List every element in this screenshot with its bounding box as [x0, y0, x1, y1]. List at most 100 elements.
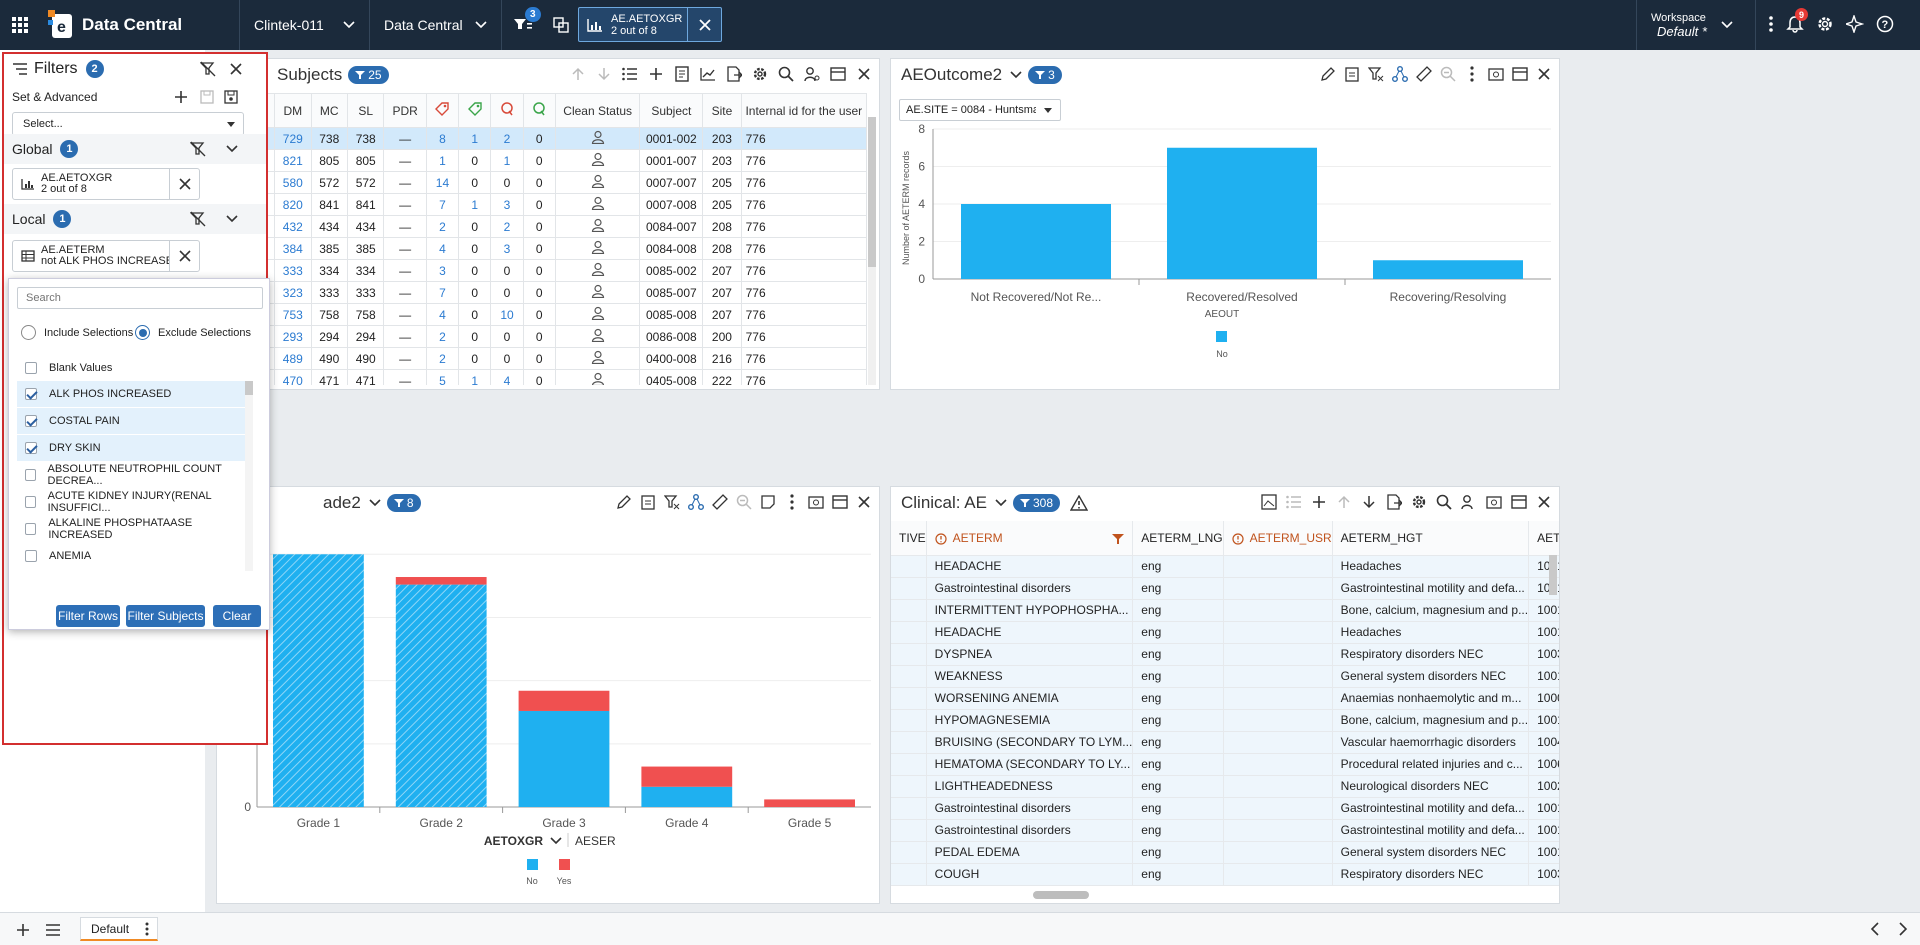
clean-status-user-icon[interactable]	[554, 325, 641, 348]
table-row[interactable]: 580 572 572—14 0 0 0 0007-007 205 776	[217, 171, 867, 194]
close-icon[interactable]	[855, 493, 873, 511]
table-cell[interactable]: 2	[425, 325, 460, 348]
table-cell[interactable]: 7	[425, 281, 460, 304]
bar-yes[interactable]	[641, 766, 733, 787]
column-header[interactable]: Clean Status	[554, 93, 641, 128]
filter-subjects-button[interactable]: Filter Subjects	[126, 605, 205, 627]
clean-status-user-icon[interactable]	[554, 369, 641, 385]
checkbox[interactable]	[25, 523, 37, 535]
clear-button[interactable]: Clear	[213, 605, 261, 627]
bar[interactable]	[961, 204, 1111, 279]
table-row[interactable]: Gastrointestinal disorders eng Gastrointes…	[891, 577, 1559, 600]
list-icon[interactable]	[621, 65, 639, 83]
table-row[interactable]: LIGHTHEADEDNESS eng Neurological disorders…	[891, 775, 1559, 798]
column-header[interactable]: Site	[702, 93, 742, 128]
ruler-icon[interactable]	[1415, 65, 1433, 83]
global-section[interactable]: Global 1	[4, 134, 266, 164]
module-selector[interactable]: Data Central	[370, 0, 502, 50]
arrow-up-icon[interactable]	[569, 65, 587, 83]
bar-no[interactable]	[273, 554, 364, 807]
table-cell[interactable]: 4	[425, 303, 460, 326]
table-cell[interactable]: 2	[425, 215, 460, 238]
blank-values-option[interactable]: Blank Values	[17, 355, 253, 381]
add-icon[interactable]	[16, 923, 30, 937]
table-cell[interactable]: 7	[425, 193, 460, 216]
table-cell[interactable]: 10	[490, 303, 524, 326]
table-row[interactable]: Gastrointestinal disorders eng Gastrointes…	[891, 819, 1559, 842]
arrow-down-icon[interactable]	[1360, 493, 1378, 511]
column-header[interactable]: AETERM_USR	[1223, 521, 1333, 556]
filter-list-icon[interactable]: 3	[512, 7, 541, 36]
clinical-vertical-scrollbar[interactable]	[1549, 555, 1557, 595]
table-row[interactable]: HYPOMAGNESEMIA eng Bone, calcium, magnesiu…	[891, 709, 1559, 732]
warning-icon[interactable]	[1070, 495, 1089, 511]
table-cell[interactable]: 8	[425, 127, 460, 150]
clean-status-user-icon[interactable]	[554, 281, 641, 304]
checkbox[interactable]	[25, 442, 37, 454]
close-icon[interactable]	[687, 8, 721, 41]
table-cell[interactable]: 1	[425, 149, 460, 172]
save-icon[interactable]	[200, 90, 214, 104]
gear-icon[interactable]	[751, 65, 769, 83]
bar-yes[interactable]	[518, 690, 610, 711]
column-header[interactable]: AETERM_HGT	[1332, 521, 1530, 556]
chart-settings-icon[interactable]	[807, 493, 825, 511]
table-row[interactable]: 384 385 385—4 0 3 0 0084-008 208 776	[217, 237, 867, 260]
gear-icon[interactable]	[1816, 15, 1834, 33]
search-input[interactable]	[17, 287, 263, 309]
table-cell[interactable]: 4	[425, 237, 460, 260]
panel-layout-icon[interactable]	[829, 65, 847, 83]
arrow-up-icon[interactable]	[1335, 493, 1353, 511]
checkbox[interactable]	[25, 496, 36, 508]
table-row[interactable]: 432 434 434—2 0 2 0 0084-007 208 776	[217, 215, 867, 238]
table-cell[interactable]: 384	[274, 237, 312, 260]
list-icon[interactable]	[1285, 493, 1303, 511]
bar-no[interactable]	[395, 584, 487, 807]
table-cell[interactable]: 1	[458, 369, 492, 385]
filter-value-option[interactable]: ANOREXIA	[17, 570, 245, 571]
close-icon[interactable]	[1535, 493, 1553, 511]
edit-icon[interactable]	[615, 493, 633, 511]
close-icon[interactable]	[230, 63, 242, 75]
filter-clear-icon[interactable]	[200, 61, 216, 77]
panel-layout-icon[interactable]	[1511, 65, 1529, 83]
column-header[interactable]: Subject	[639, 93, 704, 128]
add-icon[interactable]	[647, 65, 665, 83]
checkbox[interactable]	[25, 388, 37, 400]
chart-settings-icon[interactable]	[1485, 493, 1503, 511]
add-icon[interactable]	[1310, 493, 1328, 511]
clean-status-user-icon[interactable]	[554, 237, 641, 260]
ae-grade-filter-badge[interactable]: 8	[386, 494, 421, 512]
table-cell[interactable]: 2	[490, 127, 524, 150]
subjects-filter-badge[interactable]: 25	[348, 66, 389, 84]
add-icon[interactable]	[174, 90, 188, 104]
checkbox[interactable]	[25, 550, 37, 562]
table-cell[interactable]: 1	[490, 149, 524, 172]
more-vertical-icon[interactable]	[1768, 15, 1774, 33]
table-cell[interactable]: 729	[274, 127, 312, 150]
image-icon[interactable]	[1260, 493, 1278, 511]
table-cell[interactable]: 3	[425, 259, 460, 282]
table-cell[interactable]: 14	[425, 171, 460, 194]
column-header[interactable]: DM	[274, 93, 312, 128]
table-row[interactable]: 821 805 805—1 0 1 0 0001-007 203 776	[217, 149, 867, 172]
filter-rows-button[interactable]: Filter Rows	[56, 605, 120, 627]
table-cell[interactable]: 4	[490, 369, 524, 385]
chevron-down-icon[interactable]	[226, 145, 238, 153]
table-cell[interactable]: 323	[274, 281, 312, 304]
gear-icon[interactable]	[1410, 493, 1428, 511]
bar-no[interactable]	[518, 710, 610, 807]
filter-set-select[interactable]: Select...	[12, 112, 244, 136]
close-icon[interactable]	[169, 241, 199, 271]
more-vertical-icon[interactable]	[1463, 65, 1481, 83]
bar-yes[interactable]	[764, 799, 855, 807]
legend-swatch-no[interactable]	[527, 859, 538, 870]
column-header[interactable]: AETERM_LNG	[1132, 521, 1224, 556]
table-cell[interactable]: 580	[274, 171, 312, 194]
hierarchy-icon[interactable]	[1391, 65, 1409, 83]
ruler-icon[interactable]	[711, 493, 729, 511]
table-row[interactable]: PEDAL EDEMA eng General system disorders N…	[891, 841, 1559, 864]
chevron-down-icon[interactable]	[226, 215, 238, 223]
checkbox[interactable]	[25, 415, 37, 427]
